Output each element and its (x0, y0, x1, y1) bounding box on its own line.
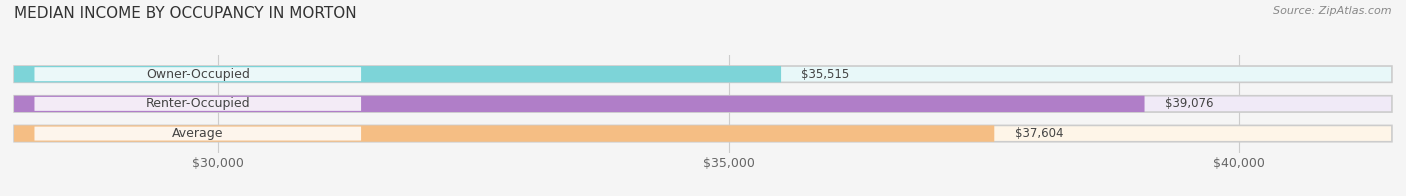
FancyBboxPatch shape (14, 96, 1392, 112)
Text: Average: Average (172, 127, 224, 140)
Text: MEDIAN INCOME BY OCCUPANCY IN MORTON: MEDIAN INCOME BY OCCUPANCY IN MORTON (14, 6, 357, 21)
Text: $37,604: $37,604 (1015, 127, 1063, 140)
Text: Owner-Occupied: Owner-Occupied (146, 68, 250, 81)
FancyBboxPatch shape (14, 66, 1392, 82)
Text: $39,076: $39,076 (1166, 97, 1213, 110)
FancyBboxPatch shape (35, 127, 361, 141)
FancyBboxPatch shape (35, 97, 361, 111)
FancyBboxPatch shape (14, 66, 782, 82)
FancyBboxPatch shape (14, 125, 1392, 142)
Text: Renter-Occupied: Renter-Occupied (145, 97, 250, 110)
FancyBboxPatch shape (14, 125, 994, 142)
Text: Source: ZipAtlas.com: Source: ZipAtlas.com (1274, 6, 1392, 16)
FancyBboxPatch shape (35, 67, 361, 81)
FancyBboxPatch shape (14, 96, 1144, 112)
Text: $35,515: $35,515 (801, 68, 849, 81)
